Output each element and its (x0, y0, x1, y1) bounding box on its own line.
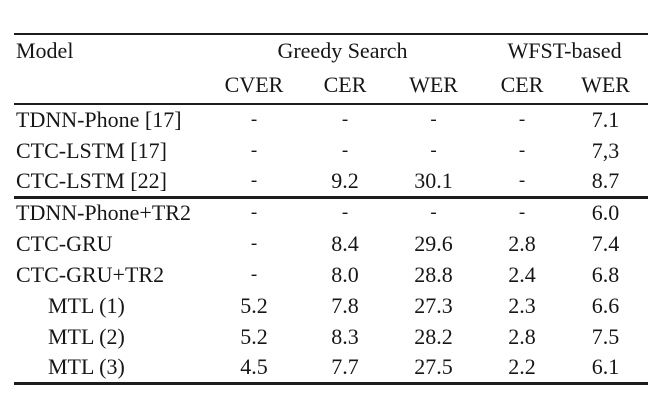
table-group-proposed: TDNN-Phone+TR2 - - - - 6.0 CTC-GRU - 8.4… (14, 197, 649, 383)
wer-wfst-cell: 7.4 (591, 230, 620, 256)
header-row-groups: Model Greedy Search WFST-based (14, 34, 648, 67)
cver-cell: 5.2 (240, 292, 268, 318)
wer-wfst-cell: 6.6 (591, 292, 620, 318)
column-group-wfst-based: WFST-based (507, 38, 622, 63)
cer-wfst-cell: 2.4 (508, 261, 536, 287)
results-table: Model Greedy Search WFST-based CVER CER … (14, 33, 649, 385)
wer-wfst-cell: 8.7 (591, 167, 620, 193)
wer-greedy-cell: 29.6 (414, 230, 453, 256)
column-header-wer-wfst: WER (581, 72, 630, 97)
model-cell: MTL (1) (48, 292, 125, 318)
model-cell: MTL (3) (48, 353, 125, 379)
cer-greedy-cell: 8.3 (331, 323, 359, 349)
cver-cell: 5.2 (240, 323, 268, 349)
cer-greedy-cell: 8.4 (331, 230, 359, 256)
wer-greedy-cell: - (430, 202, 437, 224)
cver-cell: - (250, 202, 258, 224)
cer-greedy-cell: 7.8 (331, 292, 359, 318)
cer-wfst-cell: 2.8 (508, 323, 536, 349)
table-row: MTL (2) 5.2 8.3 28.2 2.8 7.5 (14, 321, 648, 352)
table-row: TDNN-Phone [17] - - - - 7.1 (14, 104, 648, 135)
cer-greedy-cell: 8.0 (331, 261, 359, 287)
cer-greedy-cell: 9.2 (331, 167, 359, 193)
column-group-greedy-search: Greedy Search (277, 38, 408, 63)
cver-cell: - (250, 109, 258, 130)
table-header: Model Greedy Search WFST-based CVER CER … (14, 34, 649, 104)
model-cell: CTC-GRU+TR2 (16, 261, 165, 287)
wer-greedy-cell: 28.2 (414, 323, 453, 349)
wer-wfst-cell: 6.8 (591, 261, 620, 287)
wer-greedy-cell: 28.8 (414, 261, 453, 287)
column-header-cer-wfst: CER (500, 72, 544, 97)
column-header-blank (14, 67, 204, 104)
wer-wfst-cell: 6.0 (591, 200, 620, 226)
table-row: MTL (3) 4.5 7.7 27.5 2.2 6.1 (14, 352, 648, 383)
cer-wfst-cell: - (518, 139, 526, 161)
wer-wfst-cell: 7.5 (591, 323, 620, 349)
table-row: TDNN-Phone+TR2 - - - - 6.0 (14, 197, 648, 228)
table-group-baselines: TDNN-Phone [17] - - - - 7.1 CTC-LSTM [17… (14, 104, 648, 197)
column-header-cer-greedy: CER (323, 72, 367, 97)
cver-cell: - (250, 232, 258, 254)
cer-greedy-cell: - (341, 109, 349, 130)
model-cell: CTC-GRU (16, 230, 113, 256)
table-row: MTL (1) 5.2 7.8 27.3 2.3 6.6 (14, 290, 648, 321)
cer-wfst-cell: 2.8 (508, 230, 536, 256)
cver-cell: 4.5 (240, 353, 268, 379)
column-header-cver: CVER (224, 72, 284, 97)
cer-wfst-cell: - (518, 169, 526, 191)
wer-greedy-cell: - (430, 109, 437, 130)
table-row: CTC-LSTM [17] - - - - 7,3 (14, 135, 648, 166)
wer-greedy-cell: - (430, 139, 437, 161)
cer-greedy-cell: - (341, 202, 349, 224)
wer-wfst-cell: 6.1 (591, 353, 620, 379)
table-row: CTC-GRU+TR2 - 8.0 28.8 2.4 6.8 (14, 259, 648, 290)
table-row: CTC-GRU - 8.4 29.6 2.8 7.4 (14, 228, 648, 259)
model-cell: CTC-LSTM [22] (16, 167, 167, 193)
wer-greedy-cell: 30.1 (414, 167, 453, 193)
cver-cell: - (250, 263, 258, 285)
cer-greedy-cell: 7.7 (331, 353, 359, 379)
cer-wfst-cell: - (518, 109, 526, 130)
model-cell: MTL (2) (48, 323, 125, 349)
cer-wfst-cell: - (518, 202, 526, 224)
cer-wfst-cell: 2.2 (508, 353, 536, 379)
model-cell: CTC-LSTM [17] (16, 137, 167, 163)
cver-cell: - (250, 139, 258, 161)
column-header-wer-greedy: WER (409, 72, 458, 97)
wer-wfst-cell: 7,3 (591, 137, 620, 163)
column-header-model: Model (16, 38, 74, 63)
header-row-metrics: CVER CER WER CER WER (14, 67, 648, 104)
model-cell: TDNN-Phone [17] (16, 107, 182, 132)
wer-wfst-cell: 7.1 (591, 107, 620, 132)
wer-greedy-cell: 27.3 (414, 292, 453, 318)
cer-greedy-cell: - (341, 139, 349, 161)
cer-wfst-cell: 2.3 (508, 292, 536, 318)
wer-greedy-cell: 27.5 (414, 353, 453, 379)
table-row: CTC-LSTM [22] - 9.2 30.1 - 8.7 (14, 166, 648, 197)
cver-cell: - (250, 169, 258, 191)
model-cell: TDNN-Phone+TR2 (16, 200, 191, 226)
